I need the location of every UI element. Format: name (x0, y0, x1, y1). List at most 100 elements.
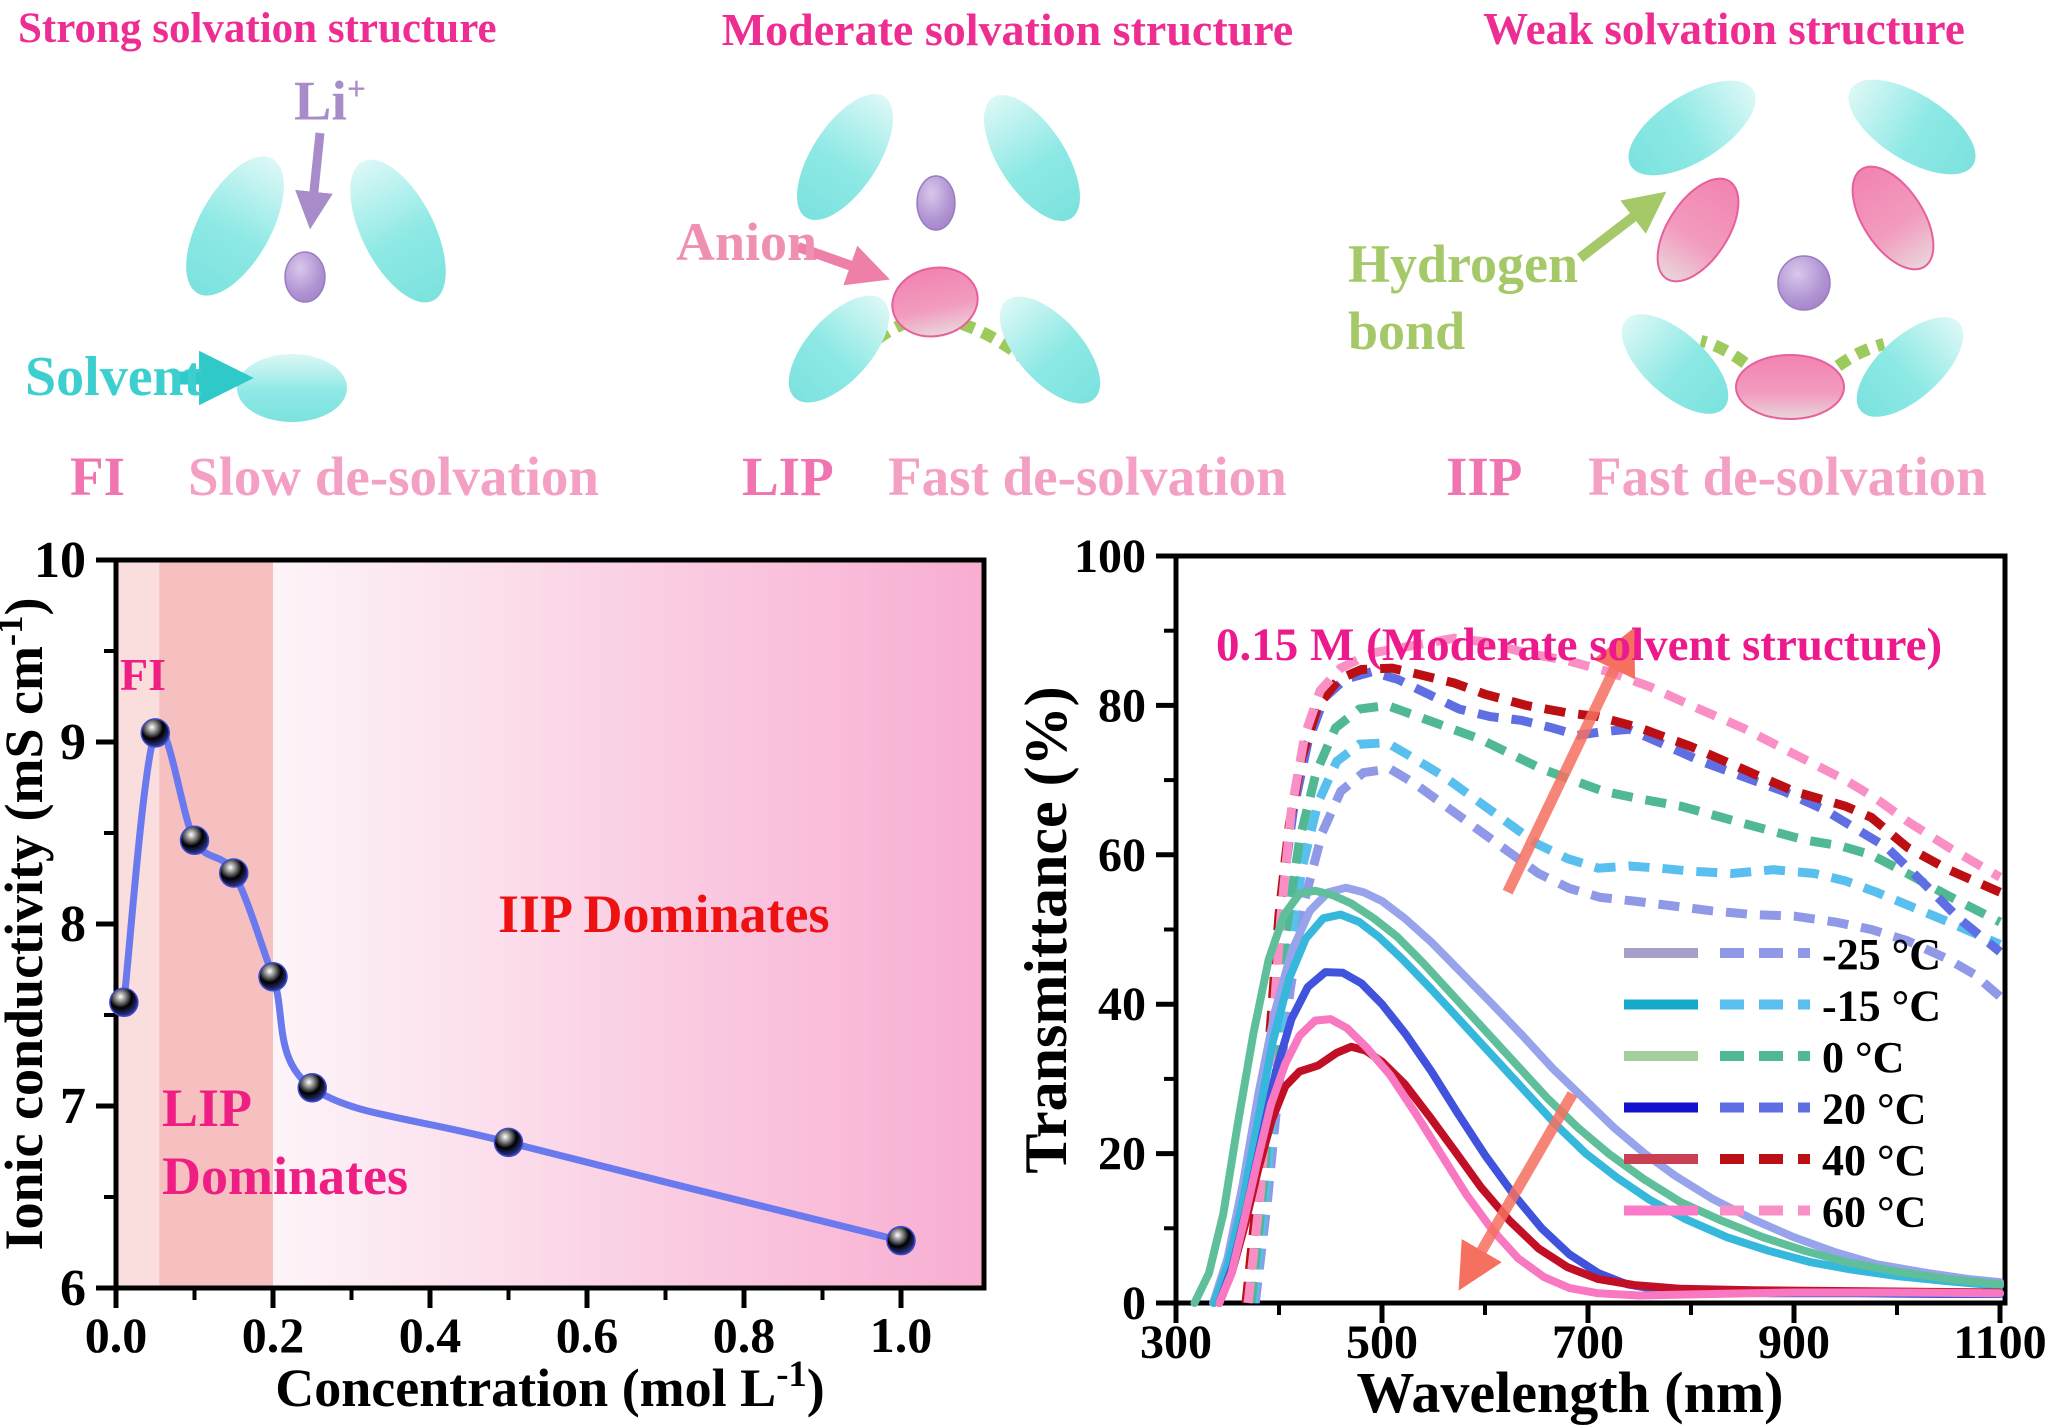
series-solid-0°C (1190, 886, 2004, 1307)
caption-fast-desolvation-2: Fast de-solvation (1588, 446, 1987, 507)
annotation-iip-dominates: IIP Dominates (498, 884, 830, 944)
y-tick-label: 20 (1098, 1128, 1146, 1181)
series-dashed-60°C (1243, 633, 2003, 1304)
x-tick-label: 0.4 (399, 1307, 462, 1363)
solvent-molecule-icon (186, 156, 284, 296)
data-point-marker (493, 1127, 524, 1158)
caption-lip: LIP (742, 446, 834, 507)
y-tick-label: 8 (60, 896, 86, 953)
annotation-fi: FI (120, 649, 166, 700)
li-arrow-icon (295, 132, 333, 230)
x-tick-label: 1.0 (870, 1307, 933, 1363)
data-point-marker (179, 825, 210, 856)
solvent-molecule-icon (999, 296, 1101, 404)
solvent-molecule-icon (1621, 314, 1729, 414)
y-tick-label: 60 (1098, 829, 1146, 882)
panel-title-strong: Strong solvation structure (18, 5, 497, 52)
annotation-dominates: Dominates (162, 1146, 408, 1206)
data-point-marker (219, 858, 249, 888)
panel-title-weak: Weak solvation structure (1483, 4, 1965, 54)
increase-arrow-icon (1502, 627, 1636, 895)
li-ion-label: Li+ (294, 70, 367, 133)
cation-molecule-icon (916, 175, 956, 231)
anion-molecule-icon (1735, 354, 1845, 420)
anion-molecule-icon (891, 266, 979, 338)
solvent-molecule-icon (788, 295, 890, 403)
hydrogen-bond-label-line2: bond (1348, 301, 1466, 361)
solvent-molecule-icon (1848, 79, 1976, 175)
hydrogen-bond-label-line1: Hydrogen (1348, 234, 1579, 294)
y-tick-label: 100 (1074, 530, 1146, 583)
y-tick-label: 6 (60, 1260, 86, 1317)
series-dashed--25°C (1250, 764, 2003, 1304)
y-tick-label: 40 (1098, 978, 1146, 1031)
x-axis-title: Wavelength (nm) (1357, 1360, 1784, 1425)
series-solid--15°C (1210, 910, 2004, 1307)
legend-label: 40 °C (1822, 1136, 1926, 1185)
x-tick-label: 700 (1552, 1316, 1624, 1369)
solvent-molecule-icon (1856, 317, 1964, 417)
anion-label: Anion (676, 212, 818, 272)
caption-fast-desolvation-1: Fast de-solvation (888, 446, 1287, 507)
solvent-molecule-icon (350, 159, 446, 303)
solvent-label: Solvent (25, 346, 203, 408)
series-solid-40°C (1215, 1042, 2004, 1307)
hydrogen-arrow-icon (1576, 191, 1667, 262)
x-axis-title: Concentration (mol L-1) (275, 1353, 825, 1418)
transmittance-chart: 300 500 700 900 1100 0 20 40 60 80 100 -25 °C-15 °C… (1013, 530, 2047, 1425)
cation-molecule-icon (1777, 255, 1831, 311)
region-fi-zone (116, 560, 160, 1288)
chart-inner-title: 0.15 M (Moderate solvent structure) (1216, 619, 1942, 671)
hydrogen-bond-icon (960, 318, 1026, 362)
y-tick-label: 0 (1122, 1277, 1146, 1330)
y-tick-label: 9 (60, 714, 86, 771)
x-tick-label: 0.2 (242, 1307, 305, 1363)
x-tick-label: 300 (1140, 1316, 1212, 1369)
solvation-diagrams (178, 79, 1976, 422)
y-tick-label: 80 (1098, 679, 1146, 732)
x-tick-label: 0.6 (556, 1307, 619, 1363)
anion-molecule-icon (1851, 165, 1935, 271)
data-point-marker (140, 718, 170, 748)
y-tick-label: 10 (34, 532, 86, 589)
legend-label: 20 °C (1822, 1085, 1926, 1134)
panel-title-moderate: Moderate solvation structure (721, 4, 1294, 55)
x-tick-label: 1100 (1953, 1316, 2046, 1369)
solvent-molecule-icon (797, 93, 893, 221)
x-tick-label: 900 (1758, 1316, 1830, 1369)
anion-arrow-icon (796, 242, 890, 286)
annotation-lip: LIP (162, 1078, 252, 1138)
legend-label: -25 °C (1822, 930, 1941, 979)
data-point-marker (297, 1073, 327, 1103)
series-dashed-0°C (1246, 700, 2003, 1304)
hydrogen-bond-icon (1834, 338, 1886, 371)
anion-molecule-icon (1656, 177, 1740, 283)
data-point-marker (258, 962, 288, 992)
data-point-marker (886, 1225, 916, 1256)
legend-label: -15 °C (1822, 982, 1941, 1031)
hydrogen-bond-icon (1699, 335, 1749, 368)
legend-label: 60 °C (1822, 1188, 1926, 1237)
ionic-conductivity-chart: 0.0 0.2 0.4 0.6 0.8 1.0 6 7 8 9 10 FI LIP Dominates II… (0, 532, 987, 1418)
solvent-molecule-icon (237, 354, 347, 422)
x-tick-label: 0.8 (713, 1307, 776, 1363)
plot-border (113, 557, 987, 1291)
data-point-marker (109, 987, 139, 1018)
decrease-arrow-icon (1458, 1091, 1578, 1291)
solvent-molecule-icon (984, 94, 1080, 222)
series-solid-60°C (1215, 1015, 2004, 1307)
x-tick-label: 500 (1346, 1316, 1418, 1369)
caption-slow-desolvation: Slow de-solvation (188, 446, 600, 507)
legend-label: 0 °C (1822, 1033, 1904, 1082)
y-tick-label: 7 (60, 1078, 86, 1135)
caption-fi: FI (70, 446, 125, 507)
series-solid--25°C (1209, 883, 2004, 1307)
caption-iip: IIP (1446, 446, 1523, 507)
solvent-molecule-icon (1628, 80, 1756, 176)
cation-molecule-icon (284, 251, 326, 303)
region-iip-zone (273, 560, 985, 1288)
x-tick-label: 0.0 (85, 1307, 148, 1363)
y-axis-title: Transmittance (%) (1013, 686, 1079, 1173)
plot-border (1173, 553, 2008, 1306)
